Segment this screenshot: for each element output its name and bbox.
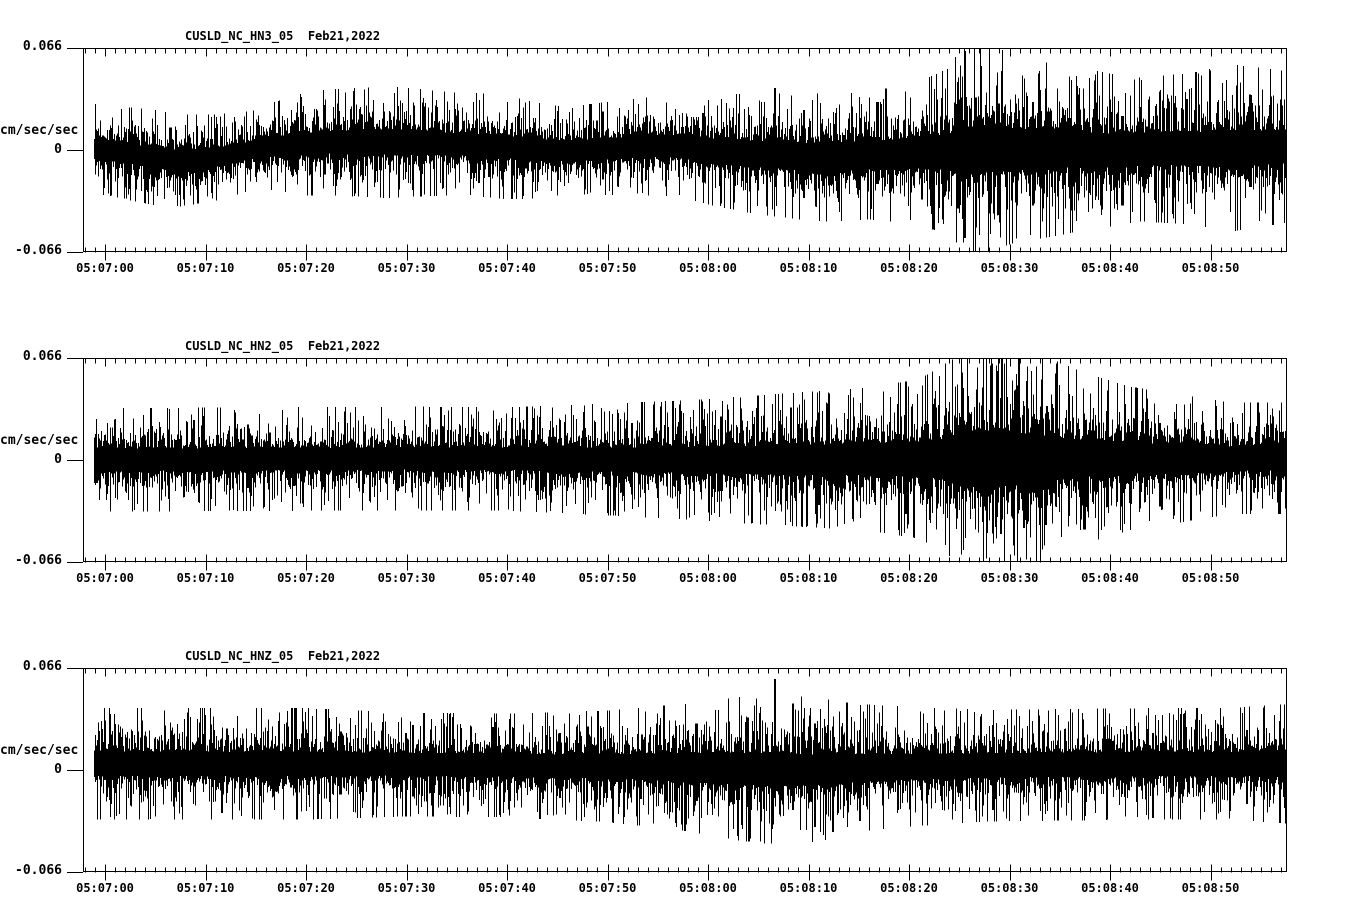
- x-axis-tick-label: 05:07:20: [277, 881, 335, 895]
- y-axis-unit-label: cm/sec/sec: [0, 433, 79, 448]
- waveform-plot: [67, 358, 1287, 571]
- x-axis-tick-label: 05:07:10: [176, 261, 235, 275]
- x-axis-tick-label: 05:08:50: [1181, 881, 1240, 895]
- panel-title: CUSLD_NC_HN2_05 Feb21,2022: [185, 339, 381, 353]
- x-axis-tick-label: 05:08:20: [880, 571, 938, 585]
- x-axis-tick-label: 05:07:50: [578, 571, 637, 585]
- y-axis-min-label: -0.066: [15, 863, 62, 878]
- x-axis-tick-label: 05:08:30: [980, 881, 1039, 895]
- y-axis-unit-label: cm/sec/sec: [0, 123, 79, 138]
- waveform-trace: [94, 358, 1287, 562]
- y-axis-unit-label: cm/sec/sec: [0, 743, 79, 758]
- x-axis-tick-label: 05:08:30: [980, 261, 1039, 275]
- x-axis-tick-label: 05:07:30: [377, 261, 436, 275]
- x-axis-tick-label: 05:08:10: [779, 881, 838, 895]
- x-axis-tick-label: 05:07:20: [277, 571, 335, 585]
- x-axis-tick-label: 05:07:40: [478, 571, 536, 585]
- seismogram-panel: CUSLD_NC_HN2_05 Feb21,2022 0.066 cm/sec/…: [0, 308, 1358, 608]
- x-axis-tick-label: 05:08:10: [779, 571, 838, 585]
- y-axis-min-label: -0.066: [15, 243, 62, 258]
- x-axis-tick-label: 05:07:30: [377, 881, 436, 895]
- y-axis-zero-label: 0: [54, 452, 62, 467]
- x-axis-tick-label: 05:07:30: [377, 571, 436, 585]
- panel-title: CUSLD_NC_HN3_05 Feb21,2022: [185, 29, 381, 43]
- y-axis-zero-label: 0: [54, 142, 62, 157]
- x-axis-tick-label: 05:08:40: [1081, 571, 1139, 585]
- x-axis-tick-label: 05:08:00: [679, 261, 737, 275]
- x-axis-tick-label: 05:07:40: [478, 881, 536, 895]
- seismogram-panel: CUSLD_NC_HNZ_05 Feb21,2022 0.066 cm/sec/…: [0, 618, 1358, 918]
- y-axis-max-label: 0.066: [22, 659, 62, 674]
- x-axis-tick-label: 05:08:10: [779, 261, 838, 275]
- y-axis-min-label: -0.066: [15, 553, 62, 568]
- x-axis-tick-label: 05:07:50: [578, 261, 637, 275]
- x-axis-tick-label: 05:08:50: [1181, 571, 1240, 585]
- seismogram-panel: CUSLD_NC_HN3_05 Feb21,2022 0.066 cm/sec/…: [0, 0, 1358, 298]
- waveform-plot: [67, 668, 1287, 881]
- waveform-trace: [94, 48, 1287, 252]
- x-axis-tick-label: 05:08:40: [1081, 881, 1139, 895]
- x-axis-tick-label: 05:07:20: [277, 261, 335, 275]
- waveform-trace: [94, 678, 1287, 844]
- x-axis-tick-label: 05:07:00: [76, 261, 134, 275]
- x-axis-tick-label: 05:07:00: [76, 881, 134, 895]
- x-axis-tick-label: 05:08:20: [880, 261, 938, 275]
- x-axis-tick-label: 05:08:40: [1081, 261, 1139, 275]
- x-axis-tick-label: 05:08:00: [679, 571, 737, 585]
- x-axis-tick-label: 05:08:00: [679, 881, 737, 895]
- x-axis-tick-label: 05:07:40: [478, 261, 536, 275]
- x-axis-tick-label: 05:08:20: [880, 881, 938, 895]
- axis-ticks: [67, 668, 1282, 881]
- y-axis-zero-label: 0: [54, 762, 62, 777]
- x-axis-tick-label: 05:07:10: [176, 881, 235, 895]
- y-axis-max-label: 0.066: [22, 349, 62, 364]
- axis-ticks: [67, 358, 1282, 571]
- axis-ticks: [67, 48, 1282, 261]
- x-axis-tick-label: 05:08:50: [1181, 261, 1240, 275]
- y-axis-max-label: 0.066: [22, 39, 62, 54]
- x-axis-tick-label: 05:07:00: [76, 571, 134, 585]
- panel-title: CUSLD_NC_HNZ_05 Feb21,2022: [185, 649, 381, 663]
- x-axis-tick-label: 05:07:10: [176, 571, 235, 585]
- waveform-plot: [67, 48, 1287, 261]
- x-axis-tick-label: 05:07:50: [578, 881, 637, 895]
- x-axis-tick-label: 05:08:30: [980, 571, 1039, 585]
